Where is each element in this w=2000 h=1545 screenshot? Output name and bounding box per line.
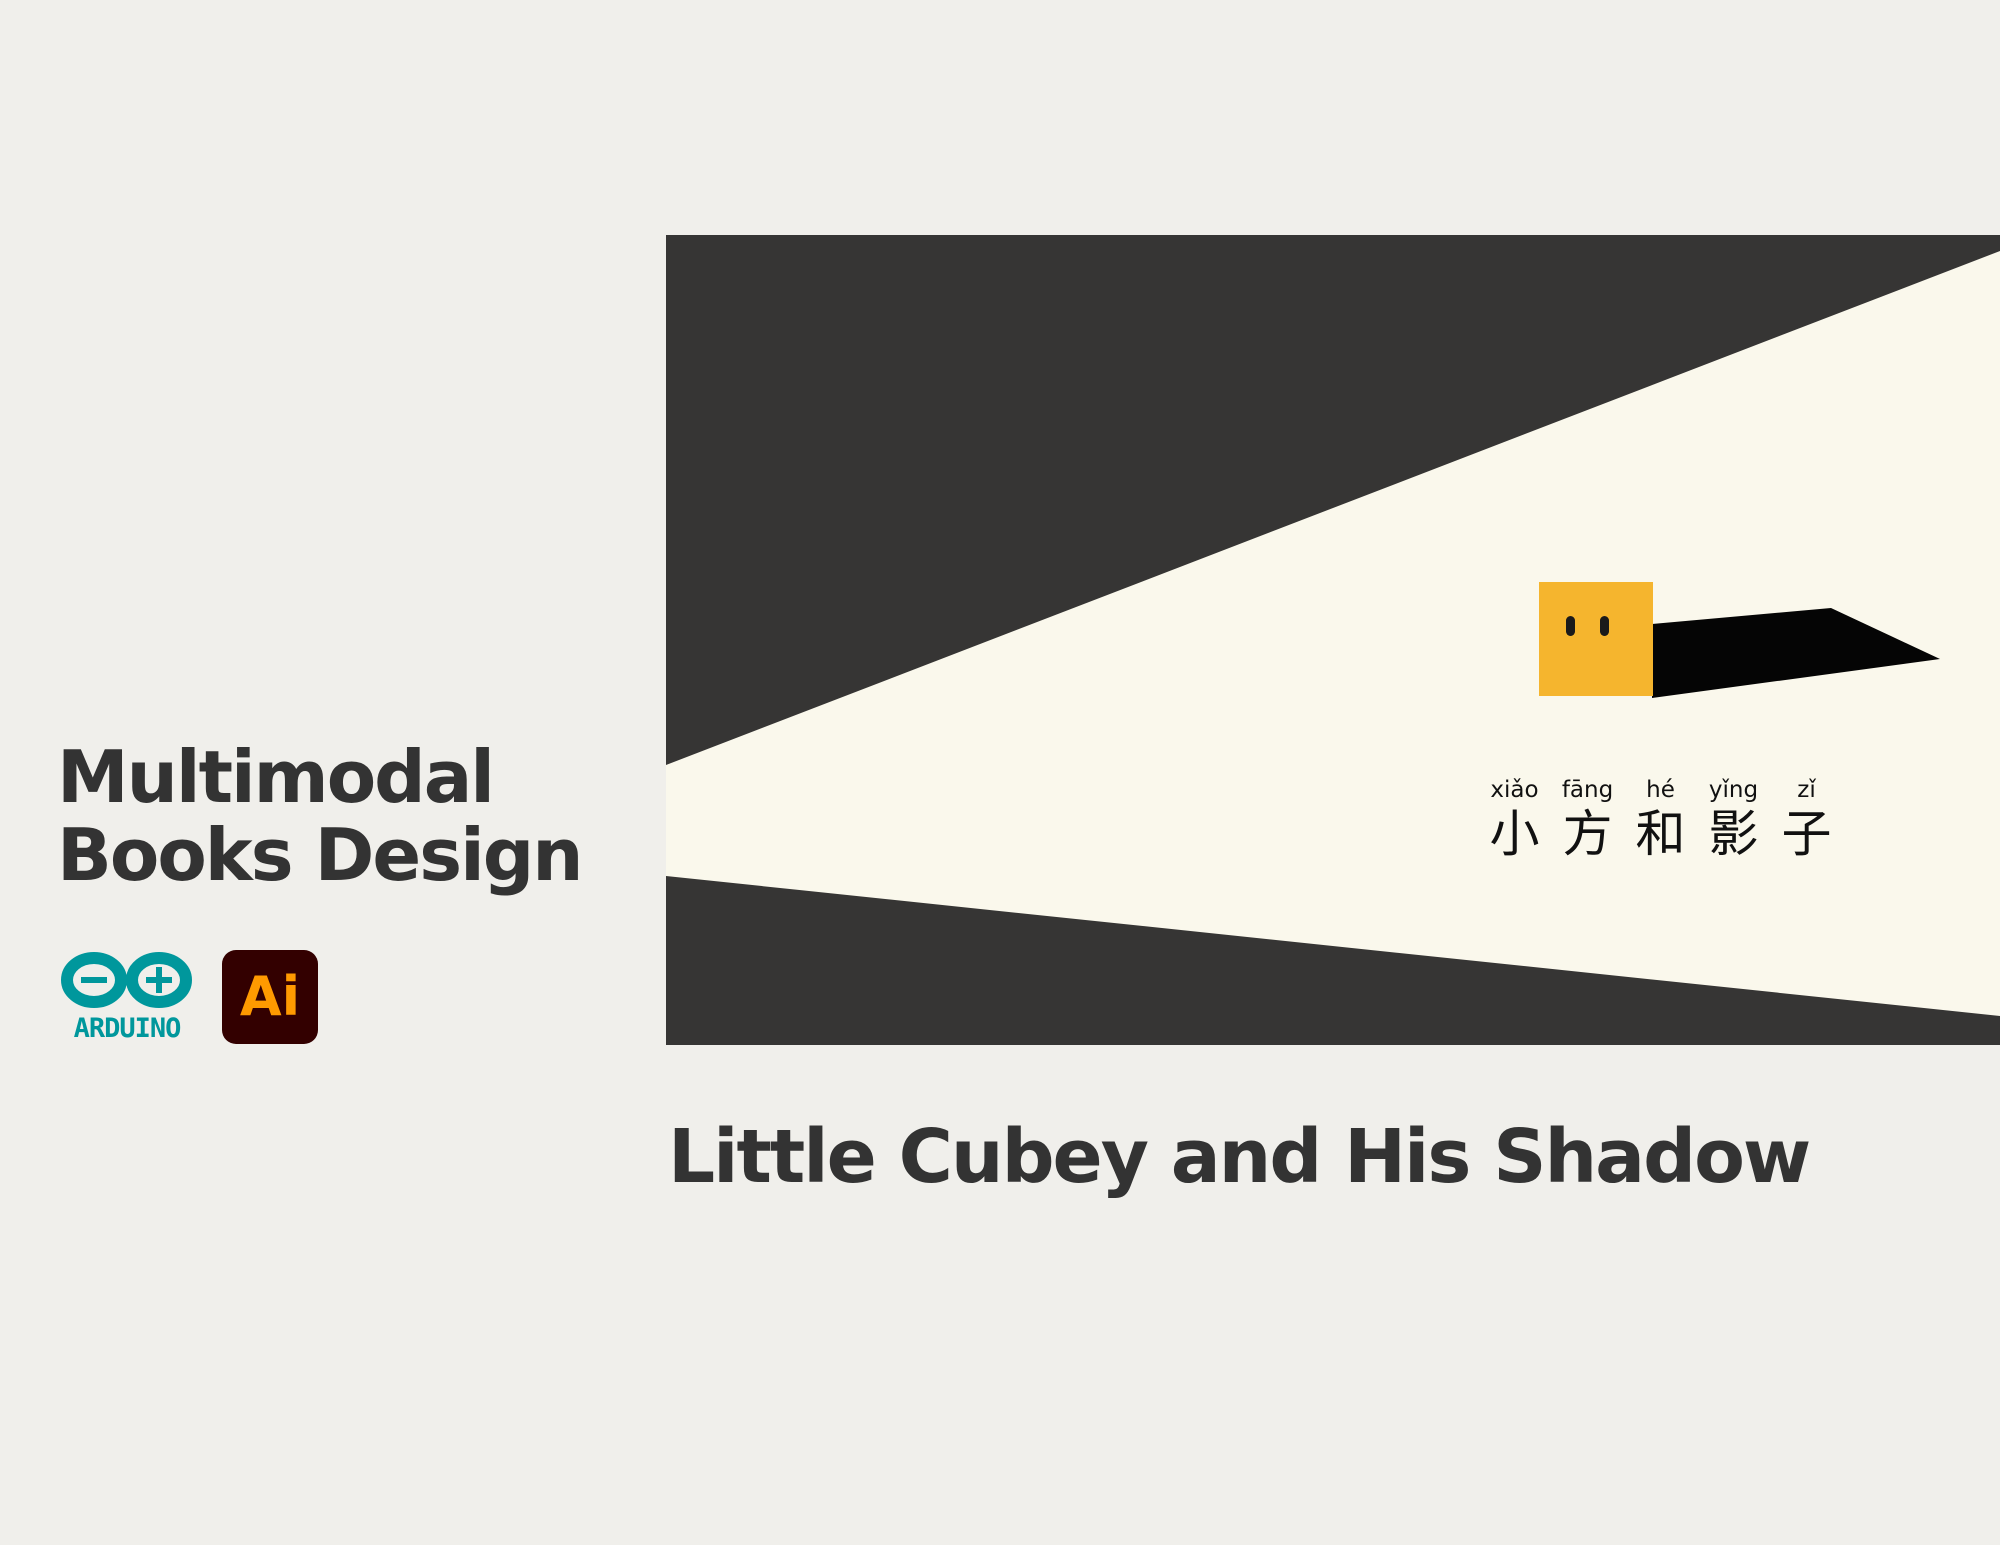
title-character: hé 和 <box>1624 775 1697 895</box>
little-cubey-character <box>1539 582 1653 696</box>
arduino-wordmark: ARDUINO <box>73 1013 182 1044</box>
hanzi-character: 小 <box>1489 805 1540 863</box>
hanzi-character: 子 <box>1781 805 1832 863</box>
light-beam-illustration <box>666 251 2000 1016</box>
hanzi-character: 和 <box>1635 805 1686 863</box>
arduino-logo: ARDUINO <box>57 948 197 1046</box>
pinyin-label: zǐ <box>1797 777 1816 803</box>
title-character: xiǎo 小 <box>1478 775 1551 895</box>
pinyin-label: yǐng <box>1708 777 1759 803</box>
hanzi-character: 方 <box>1562 805 1613 863</box>
cube-shadow <box>1652 608 1940 698</box>
project-title: Multimodal Books Design <box>57 738 617 894</box>
illustrator-logo: Ai <box>222 950 318 1044</box>
project-title-line-2: Books Design <box>57 813 584 897</box>
hanzi-character: 影 <box>1708 805 1759 863</box>
book-cover-illustration: xiǎo 小 fāng 方 hé 和 yǐng 影 zǐ 子 <box>666 235 2000 1045</box>
book-title: Little Cubey and His Shadow <box>668 1114 1811 1200</box>
project-title-line-1: Multimodal <box>57 735 495 819</box>
left-eye <box>1566 616 1575 636</box>
pinyin-label: hé <box>1646 777 1675 803</box>
chinese-book-title: xiǎo 小 fāng 方 hé 和 yǐng 影 zǐ 子 <box>1478 775 1843 895</box>
pinyin-label: xiǎo <box>1490 777 1539 803</box>
light-beam <box>666 251 2000 1016</box>
title-character: zǐ 子 <box>1770 775 1843 895</box>
title-character: fāng 方 <box>1551 775 1624 895</box>
arduino-infinity-icon <box>61 952 192 1008</box>
pinyin-label: fāng <box>1561 777 1614 803</box>
right-eye <box>1600 616 1609 636</box>
title-character: yǐng 影 <box>1697 775 1770 895</box>
